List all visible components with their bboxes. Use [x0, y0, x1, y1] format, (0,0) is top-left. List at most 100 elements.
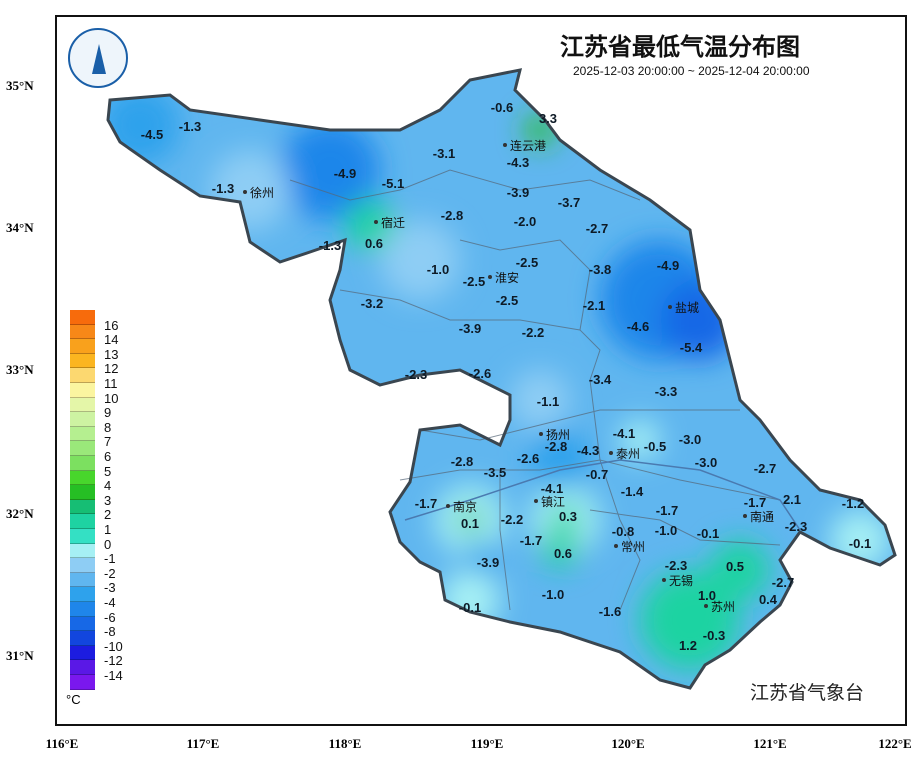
city-marker — [488, 275, 492, 279]
legend-swatch — [70, 660, 95, 675]
station-value: -2.0 — [514, 214, 536, 229]
city-marker — [503, 143, 507, 147]
lat-tick: 34°N — [6, 220, 34, 235]
legend-label: -2 — [104, 565, 116, 581]
legend-swatch — [70, 616, 95, 632]
station-value: 0.6 — [554, 546, 572, 561]
legend-swatch — [70, 514, 95, 529]
city-label: 淮安 — [495, 270, 519, 285]
legend-swatch — [70, 558, 95, 573]
station-value: -4.5 — [141, 127, 163, 142]
temperature-zone — [345, 200, 395, 250]
station-value: -2.5 — [496, 293, 518, 308]
station-value: -3.4 — [589, 372, 612, 387]
station-value: -4.1 — [613, 426, 635, 441]
station-value: -2.2 — [501, 512, 523, 527]
lon-tick: 117°E — [186, 736, 220, 751]
city-label: 南通 — [750, 509, 774, 524]
legend-swatch — [70, 397, 95, 413]
legend-swatch — [70, 602, 95, 617]
station-value: -1.7 — [656, 503, 678, 518]
legend-label: 7 — [104, 434, 112, 450]
legend-swatch — [70, 310, 95, 325]
station-value: -3.0 — [679, 432, 701, 447]
station-value: -3.5 — [484, 465, 506, 480]
station-value: -1.1 — [537, 394, 559, 409]
time-period: 2025-12-03 20:00:00 ~ 2025-12-04 20:00:0… — [573, 64, 810, 78]
legend-label: 2 — [104, 507, 112, 523]
station-value: -3.3 — [655, 384, 677, 399]
station-value: -0.5 — [644, 439, 666, 454]
temperature-zone — [510, 370, 570, 430]
station-value: -1.2 — [842, 496, 864, 511]
station-value: -4.1 — [541, 481, 563, 496]
legend-label: -12 — [104, 653, 123, 669]
legend-swatch — [70, 499, 95, 515]
station-value: -1.7 — [744, 495, 766, 510]
legend-label: -4 — [104, 595, 116, 610]
temperature-zone — [462, 542, 498, 578]
lon-tick: 120°E — [611, 736, 645, 751]
temperature-zone — [620, 420, 660, 460]
lat-tick: 31°N — [6, 648, 34, 663]
station-value: 0.3 — [559, 509, 577, 524]
station-value: 1.2 — [679, 638, 697, 653]
station-value: -3.9 — [459, 321, 481, 336]
temperature-zone — [640, 570, 740, 670]
legend-swatch — [70, 572, 95, 588]
lon-tick: 122°E — [878, 736, 912, 751]
legend-swatch — [70, 470, 95, 486]
station-value: -2.8 — [441, 208, 463, 223]
station-value: -3.9 — [477, 555, 499, 570]
station-value: -2.3 — [785, 519, 807, 534]
city-marker — [446, 504, 450, 508]
city-marker — [614, 544, 618, 548]
station-value: -5.4 — [680, 340, 703, 355]
station-value: 0.6 — [365, 236, 383, 251]
legend-swatch — [70, 675, 95, 690]
legend-swatch — [70, 631, 95, 646]
map-title: 江苏省最低气温分布图 — [560, 33, 800, 61]
city-marker — [609, 451, 613, 455]
legend-label: 3 — [104, 492, 112, 508]
legend-swatch — [70, 529, 95, 544]
station-value: -4.3 — [507, 155, 529, 170]
station-value: -0.1 — [849, 536, 871, 551]
legend-label: 12 — [104, 361, 119, 377]
city-marker — [668, 305, 672, 309]
station-value: -2.6 — [517, 451, 539, 466]
station-value: 0.4 — [759, 592, 778, 607]
legend-swatch — [70, 485, 95, 500]
temperature-zone — [710, 540, 770, 600]
lat-tick: 33°N — [6, 362, 34, 377]
station-value: -1.3 — [212, 181, 234, 196]
station-value: -4.9 — [657, 258, 679, 273]
legend-swatch — [70, 324, 95, 340]
station-value: -1.0 — [655, 523, 677, 538]
legend-swatch — [70, 456, 95, 471]
station-value: -3.0 — [695, 455, 717, 470]
station-value: -0.3 — [703, 628, 725, 643]
map-frame — [55, 15, 907, 726]
city-marker — [743, 514, 747, 518]
city-label: 宿迁 — [381, 215, 405, 230]
station-value: -2.7 — [772, 575, 794, 590]
city-borders — [289, 169, 781, 611]
legend-swatch — [70, 383, 95, 398]
legend-unit: °C — [66, 692, 81, 707]
station-value: 1.0 — [698, 588, 716, 603]
city-label: 扬州 — [546, 427, 570, 442]
legend-swatch — [70, 441, 95, 456]
legend-label: 14 — [104, 332, 119, 348]
temperature-zone — [458, 508, 482, 532]
legend-label: -1 — [104, 551, 116, 567]
city-marker — [704, 604, 708, 608]
city-label: 连云港 — [510, 138, 546, 153]
legend-label: 9 — [104, 405, 112, 421]
city-label: 无锡 — [669, 573, 693, 588]
legend-label: 8 — [104, 419, 112, 435]
city-label: 南京 — [453, 499, 477, 514]
station-value: 0.1 — [461, 516, 479, 531]
